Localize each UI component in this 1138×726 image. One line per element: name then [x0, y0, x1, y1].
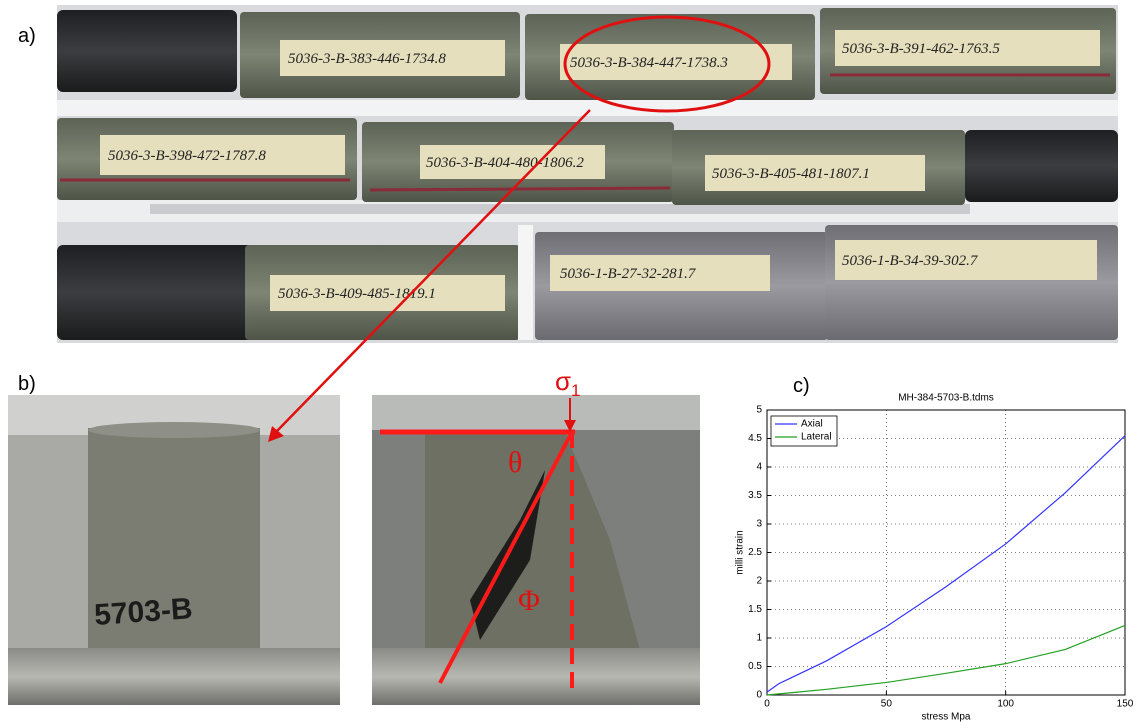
- sample-label: 5703-B: [93, 592, 193, 632]
- x-tick-label: 0: [764, 699, 770, 710]
- y-tick-label: 2.5: [748, 547, 762, 558]
- x-axis-label: stress Mpa: [922, 712, 971, 723]
- legend-label: Axial: [801, 419, 823, 430]
- y-tick-label: 1.5: [748, 604, 762, 615]
- y-tick-label: 4: [756, 462, 762, 473]
- core-label: 5036-1-B-34-39-302.7: [842, 253, 979, 269]
- core-tray-photo: 5036-3-B-383-446-1734.8 5036-3-B-384-447…: [57, 5, 1118, 343]
- chart: MH-384-5703-B.tdms stress Mpa milli strain…: [735, 393, 1134, 723]
- core-label: 5036-3-B-383-446-1734.8: [288, 51, 446, 67]
- core-label: 5036-3-B-404-480-1806.2: [426, 155, 584, 171]
- y-axis-label: milli strain: [735, 530, 746, 574]
- y-tick-label: 1: [756, 633, 762, 644]
- legend-label: Lateral: [801, 432, 832, 443]
- angle-phi: Φ: [518, 584, 540, 617]
- panel-label: b): [18, 373, 36, 395]
- x-tick-label: 100: [997, 699, 1014, 710]
- figure: a) b) c) 5036-3-B-383-446-1734.8 5036-3-…: [0, 0, 1138, 726]
- y-tick-label: 0: [756, 690, 762, 701]
- panel-label: a): [18, 25, 36, 47]
- sigma: σ: [555, 366, 571, 396]
- y-tick-label: 3: [756, 519, 762, 530]
- angle-theta: θ: [508, 446, 522, 479]
- y-tick-label: 3.5: [748, 490, 762, 501]
- panel-label: c): [793, 375, 810, 397]
- chart-title: MH-384-5703-B.tdms: [898, 393, 994, 404]
- core-label: 5036-3-B-384-447-1738.3: [570, 55, 728, 71]
- core-label: 5036-1-B-27-32-281.7: [560, 266, 697, 282]
- core-label: 5036-3-B-398-472-1787.8: [108, 148, 266, 164]
- y-tick-label: 0.5: [748, 661, 762, 672]
- x-tick-label: 150: [1117, 699, 1134, 710]
- sigma-subscript: 1: [571, 381, 580, 400]
- y-tick-label: 5: [756, 405, 762, 416]
- core-label: 5036-3-B-391-462-1763.5: [842, 41, 1000, 57]
- fractured-sample-photo: σ1 θ Φ: [372, 366, 700, 705]
- y-tick-label: 4.5: [748, 433, 762, 444]
- stress-symbol: σ1: [555, 366, 581, 400]
- y-tick-label: 2: [756, 576, 762, 587]
- core-label: 5036-3-B-405-481-1807.1: [712, 166, 870, 182]
- intact-sample-photo: 5703-B: [8, 395, 340, 705]
- x-tick-label: 50: [881, 699, 893, 710]
